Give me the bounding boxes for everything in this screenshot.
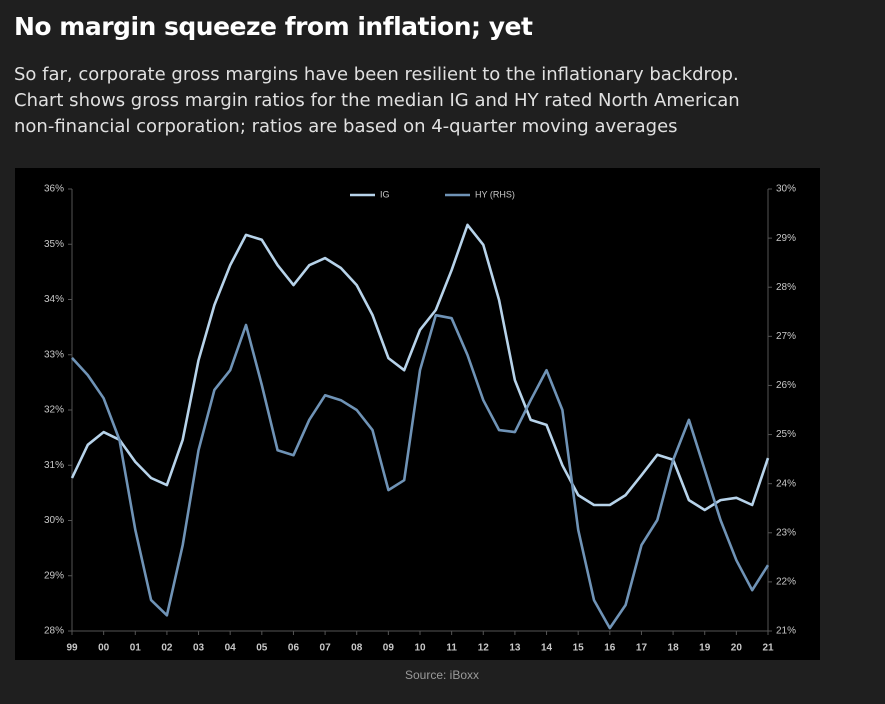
x-tick-label: 05 bbox=[256, 643, 268, 654]
x-tick-label: 21 bbox=[762, 643, 774, 654]
subtitle-line: non-financial corporation; ratios are ba… bbox=[14, 116, 678, 137]
subtitle: So far, corporate gross margins have bee… bbox=[14, 62, 740, 140]
x-tick-label: 17 bbox=[636, 643, 648, 654]
x-tick-label: 18 bbox=[668, 643, 680, 654]
y2-tick-label: 29% bbox=[776, 233, 796, 244]
y-tick-label: 32% bbox=[44, 405, 64, 416]
x-tick-label: 12 bbox=[478, 643, 490, 654]
y-tick-label: 31% bbox=[44, 460, 64, 471]
x-tick-label: 16 bbox=[604, 643, 616, 654]
y-tick-label: 30% bbox=[44, 515, 64, 526]
y2-tick-label: 22% bbox=[776, 577, 796, 588]
x-tick-label: 13 bbox=[509, 643, 521, 654]
x-tick-label: 03 bbox=[193, 643, 205, 654]
y2-tick-label: 23% bbox=[776, 527, 796, 538]
subtitle-line: So far, corporate gross margins have bee… bbox=[14, 64, 739, 85]
y-tick-label: 33% bbox=[44, 349, 64, 360]
x-tick-label: 01 bbox=[130, 643, 142, 654]
y2-tick-label: 21% bbox=[776, 626, 796, 637]
x-tick-label: 07 bbox=[320, 643, 332, 654]
x-tick-label: 11 bbox=[446, 643, 457, 654]
y2-tick-label: 28% bbox=[776, 282, 796, 293]
series-line bbox=[70, 223, 770, 512]
y2-tick-label: 25% bbox=[776, 429, 796, 440]
y2-tick-label: 27% bbox=[776, 331, 796, 342]
x-tick-label: 00 bbox=[98, 643, 110, 654]
legend-label: HY (RHS) bbox=[475, 189, 515, 199]
subtitle-line: Chart shows gross margin ratios for the … bbox=[14, 90, 740, 111]
y-tick-label: 28% bbox=[44, 626, 64, 637]
y-tick-label: 29% bbox=[44, 570, 64, 581]
plot-panel bbox=[15, 168, 820, 660]
series-line bbox=[71, 313, 770, 630]
y-tick-label: 36% bbox=[44, 184, 64, 195]
y2-tick-label: 24% bbox=[776, 478, 796, 489]
x-tick-label: 14 bbox=[541, 643, 553, 654]
x-tick-label: 06 bbox=[288, 643, 300, 654]
source: Source: iBoxx bbox=[405, 668, 479, 682]
x-tick-label: 09 bbox=[383, 643, 395, 654]
chart-title: No margin squeeze from inflation; yet bbox=[14, 12, 533, 41]
x-tick-label: 10 bbox=[414, 643, 426, 654]
y2-tick-label: 26% bbox=[776, 380, 796, 391]
y-tick-label: 35% bbox=[44, 239, 64, 250]
y2-tick-label: 30% bbox=[776, 184, 796, 195]
x-tick-label: 20 bbox=[731, 643, 743, 654]
x-tick-label: 99 bbox=[66, 643, 78, 654]
legend-label: IG bbox=[380, 189, 390, 199]
x-tick-label: 04 bbox=[225, 643, 237, 654]
x-tick-label: 19 bbox=[699, 643, 711, 654]
x-tick-label: 02 bbox=[161, 643, 173, 654]
x-tick-label: 08 bbox=[351, 643, 363, 654]
y-tick-label: 34% bbox=[44, 294, 64, 305]
x-tick-label: 15 bbox=[573, 643, 585, 654]
